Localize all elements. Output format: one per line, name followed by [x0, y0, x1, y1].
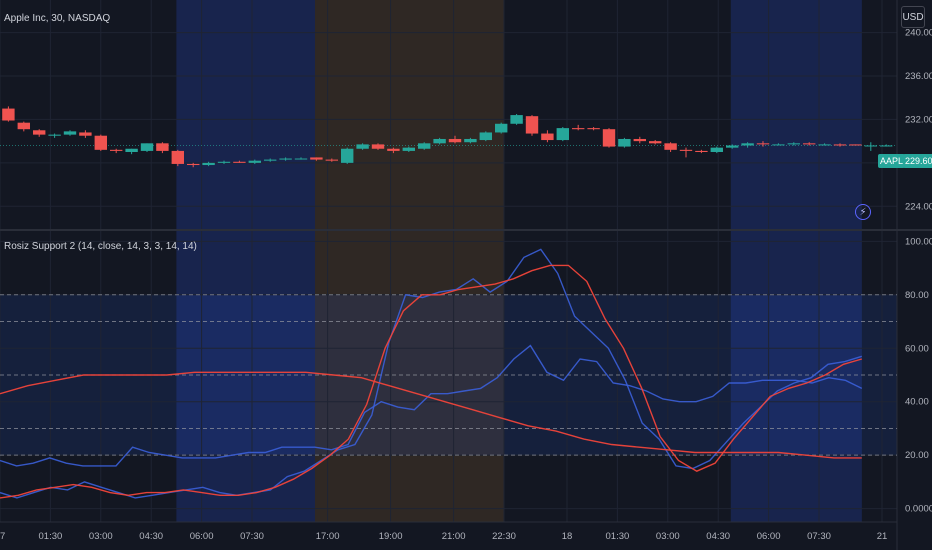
- candle: [94, 135, 107, 150]
- time-tick-label: 01:30: [606, 531, 630, 542]
- candle: [525, 116, 539, 134]
- symbol-badge: AAPL: [878, 154, 906, 168]
- candle: [880, 145, 893, 147]
- price-tick-label: 240.00: [905, 28, 932, 39]
- candle: [279, 158, 292, 160]
- candle: [310, 157, 323, 160]
- candle: [602, 129, 616, 147]
- candle: [33, 130, 46, 135]
- indicator-tick-label: 60.00: [905, 343, 929, 354]
- candle: [341, 148, 354, 163]
- candle: [772, 144, 785, 146]
- time-tick-label: 22:30: [492, 531, 516, 542]
- candle: [556, 128, 569, 141]
- candle: [433, 138, 446, 144]
- candle: [217, 161, 231, 163]
- candle: [849, 144, 862, 146]
- indicator-tick-label: 20.00: [905, 450, 929, 461]
- candle: [17, 122, 30, 130]
- candle: [79, 132, 92, 136]
- indicator-tick-label: 0.0000: [905, 504, 932, 515]
- candle: [156, 143, 169, 151]
- candle: [202, 162, 215, 166]
- candle: [2, 108, 15, 121]
- candle: [864, 145, 877, 147]
- time-tick-label: 03:00: [89, 531, 113, 542]
- candle: [402, 147, 415, 151]
- indicator-line-0: [0, 344, 863, 467]
- time-tick-label: 07:30: [807, 531, 831, 542]
- candle: [418, 143, 431, 149]
- indicator-tick-label: 40.00: [905, 397, 929, 408]
- candle: [48, 134, 61, 136]
- candle: [541, 133, 554, 141]
- candle: [63, 131, 77, 135]
- session-band-0: [176, 0, 315, 522]
- candle: [510, 115, 523, 124]
- candle: [264, 159, 277, 161]
- candle: [787, 143, 800, 145]
- candle: [248, 160, 261, 163]
- session-band-1: [315, 0, 504, 522]
- time-tick-label: 19:00: [379, 531, 403, 542]
- candle: [741, 143, 754, 146]
- currency-button[interactable]: USD: [901, 6, 925, 28]
- indicator-tick-label: 80.00: [905, 290, 929, 301]
- time-tick-label: 06:00: [190, 531, 214, 542]
- time-tick-label: 21:00: [442, 531, 466, 542]
- indicator-line-2: [0, 371, 862, 459]
- candle: [495, 123, 508, 133]
- candle: [464, 138, 477, 143]
- candle: [587, 128, 600, 130]
- candle: [479, 132, 492, 141]
- candle: [803, 143, 816, 145]
- time-tick-label: 01:30: [39, 531, 63, 542]
- candle: [664, 143, 677, 150]
- time-tick-label: 04:30: [139, 531, 163, 542]
- time-tick-label: 21: [877, 531, 888, 542]
- candle: [387, 148, 400, 151]
- candle: [233, 161, 246, 163]
- candle: [833, 144, 847, 146]
- time-tick-label: 17:00: [316, 531, 340, 542]
- candle: [110, 149, 123, 151]
- candle: [726, 145, 739, 148]
- indicator-tick-label: 100.00: [905, 236, 932, 247]
- candle: [125, 148, 138, 152]
- candle: [171, 150, 184, 164]
- session-band-2: [730, 0, 862, 522]
- indicator-title: Rosiz Support 2 (14, close, 14, 3, 3, 14…: [4, 241, 197, 252]
- candle: [187, 163, 200, 166]
- candle: [679, 149, 693, 151]
- candle: [448, 138, 462, 143]
- time-tick-label: 03:00: [656, 531, 680, 542]
- candle: [649, 141, 662, 144]
- time-tick-label: 07:30: [240, 531, 264, 542]
- candle: [756, 143, 770, 145]
- candle: [572, 128, 585, 130]
- indicator-line-3: [0, 264, 862, 499]
- time-tick-label: 17: [0, 531, 5, 542]
- price-tick-label: 236.00: [905, 71, 932, 82]
- candle: [710, 147, 723, 152]
- time-tick-label: 04:30: [706, 531, 730, 542]
- candle: [633, 138, 646, 142]
- time-tick-label: 18: [562, 531, 573, 542]
- candle: [818, 144, 831, 146]
- candle: [371, 144, 385, 149]
- candle: [325, 159, 338, 161]
- price-tick-label: 232.00: [905, 114, 932, 125]
- candle: [618, 138, 631, 147]
- lightning-icon[interactable]: ⚡: [855, 204, 871, 220]
- candle: [695, 150, 708, 152]
- candle: [140, 143, 154, 151]
- symbol-title: Apple Inc, 30, NASDAQ: [4, 13, 111, 24]
- candle: [356, 144, 369, 149]
- candle: [294, 158, 308, 160]
- price-tick-label: 224.00: [905, 201, 932, 212]
- time-tick-label: 06:00: [757, 531, 781, 542]
- last-price-badge: 229.60: [903, 154, 932, 168]
